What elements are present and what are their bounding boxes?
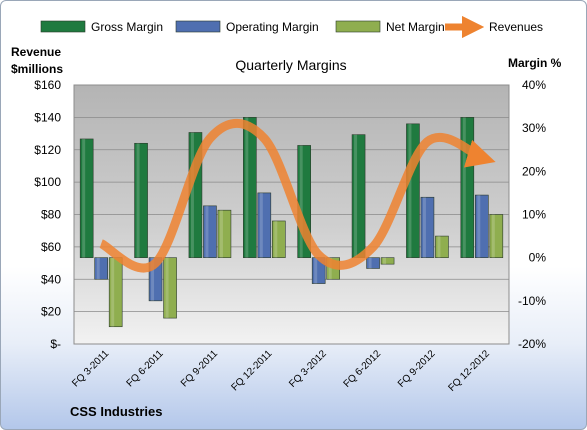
x-tick-label: FQ 9-2012 (396, 348, 438, 390)
y-right-tick-label: 30% (522, 121, 546, 135)
x-tick-label: FQ 9-2011 (179, 348, 220, 389)
y-left-tick-label: $140 (34, 110, 61, 124)
bar (257, 192, 272, 258)
x-tick-label: FQ 3-2011 (70, 348, 111, 389)
bar-highlight (259, 192, 263, 258)
bar-highlight (165, 257, 169, 319)
legend-label: Net Margin (386, 20, 445, 34)
bar-highlight (82, 138, 86, 258)
y-right-tick-label: 40% (522, 78, 546, 92)
bar (475, 194, 489, 258)
bar (94, 257, 108, 280)
legend-label: Gross Margin (91, 20, 163, 34)
bar-highlight (274, 220, 278, 258)
bar (217, 209, 232, 258)
y-left-axis-label: Revenue (11, 45, 61, 59)
x-tick-label: FQ 6-2011 (125, 348, 166, 389)
chart-title: Quarterly Margins (235, 57, 346, 73)
y-left-tick-label: $120 (34, 143, 61, 157)
y-left-tick-label: $100 (34, 175, 61, 189)
y-right-tick-label: -20% (518, 337, 546, 351)
y-right-tick-label: -10% (518, 294, 546, 308)
bar-highlight (96, 257, 100, 280)
x-tick-label: FQ 6-2012 (342, 348, 384, 390)
bar-highlight (408, 123, 412, 258)
x-tick-label: FQ 3-2012 (287, 348, 329, 390)
bar (243, 117, 257, 258)
series-operating-margin (94, 192, 489, 302)
company-name: CSS Industries (70, 404, 162, 419)
legend-label: Operating Margin (226, 20, 319, 34)
bar-highlight (190, 132, 194, 258)
bar (351, 134, 366, 258)
y-right-tick-label: 20% (522, 164, 546, 178)
y-left-tick-label: $- (50, 337, 61, 351)
y-left-tick-label: $80 (41, 208, 61, 222)
bar (108, 257, 123, 328)
legend-label: Revenues (489, 20, 543, 34)
bar (366, 257, 380, 269)
y-left-axis-label: $millions (11, 62, 63, 76)
bar-highlight (299, 145, 303, 258)
bar (134, 142, 148, 258)
bar (435, 235, 449, 258)
x-tick-label: FQ 12-2011 (229, 348, 274, 393)
bar-highlight (383, 257, 387, 265)
bar-highlight (219, 210, 223, 258)
y-left-tick-label: $60 (41, 240, 61, 254)
bar-highlight (354, 134, 358, 258)
bar-highlight (368, 257, 372, 269)
legend-swatch (335, 20, 381, 33)
bar-highlight (491, 214, 495, 258)
bars (79, 117, 504, 328)
y-left-tick-label: $20 (41, 305, 61, 319)
bar (79, 138, 94, 258)
bar (420, 196, 435, 258)
bar (489, 214, 504, 258)
y-right-tick-label: 10% (522, 208, 546, 222)
bar (460, 117, 475, 258)
bar-highlight (245, 117, 249, 258)
legend-swatch (175, 20, 221, 33)
bar-highlight (437, 236, 441, 258)
bar-highlight (462, 117, 466, 258)
bar (163, 257, 177, 319)
bar (406, 123, 420, 258)
bar-highlight (314, 257, 318, 284)
bar-highlight (136, 143, 140, 258)
y-right-tick-label: 0% (529, 251, 547, 265)
bar-highlight (422, 197, 426, 258)
bar-highlight (205, 205, 209, 258)
y-right-axis-label: Margin % (508, 56, 562, 70)
bar (272, 220, 286, 258)
legend-swatch (40, 20, 86, 33)
y-right-ticks: -20% -10% 0% 10% 20% 30% 40% (518, 78, 546, 351)
revenues-line (98, 118, 496, 273)
y-left-tick-label: $160 (34, 78, 61, 92)
bar-highlight (477, 195, 481, 258)
y-left-tick-label: $40 (41, 272, 61, 286)
legend: Gross Margin Operating Margin Net Margin Re… (40, 15, 543, 39)
y-left-ticks: $- $20 $40 $60 $80 $100 $120 $140 $160 (34, 78, 61, 351)
bar (203, 205, 217, 258)
bar-highlight (151, 257, 155, 301)
bar-highlight (328, 257, 332, 280)
x-tick-labels: FQ 3-2011 FQ 6-2011 FQ 9-2011 FQ 12-2011 FQ … (70, 348, 492, 394)
bar-highlight (111, 257, 115, 327)
bar (380, 257, 395, 265)
x-tick-label: FQ 12-2012 (446, 348, 492, 394)
